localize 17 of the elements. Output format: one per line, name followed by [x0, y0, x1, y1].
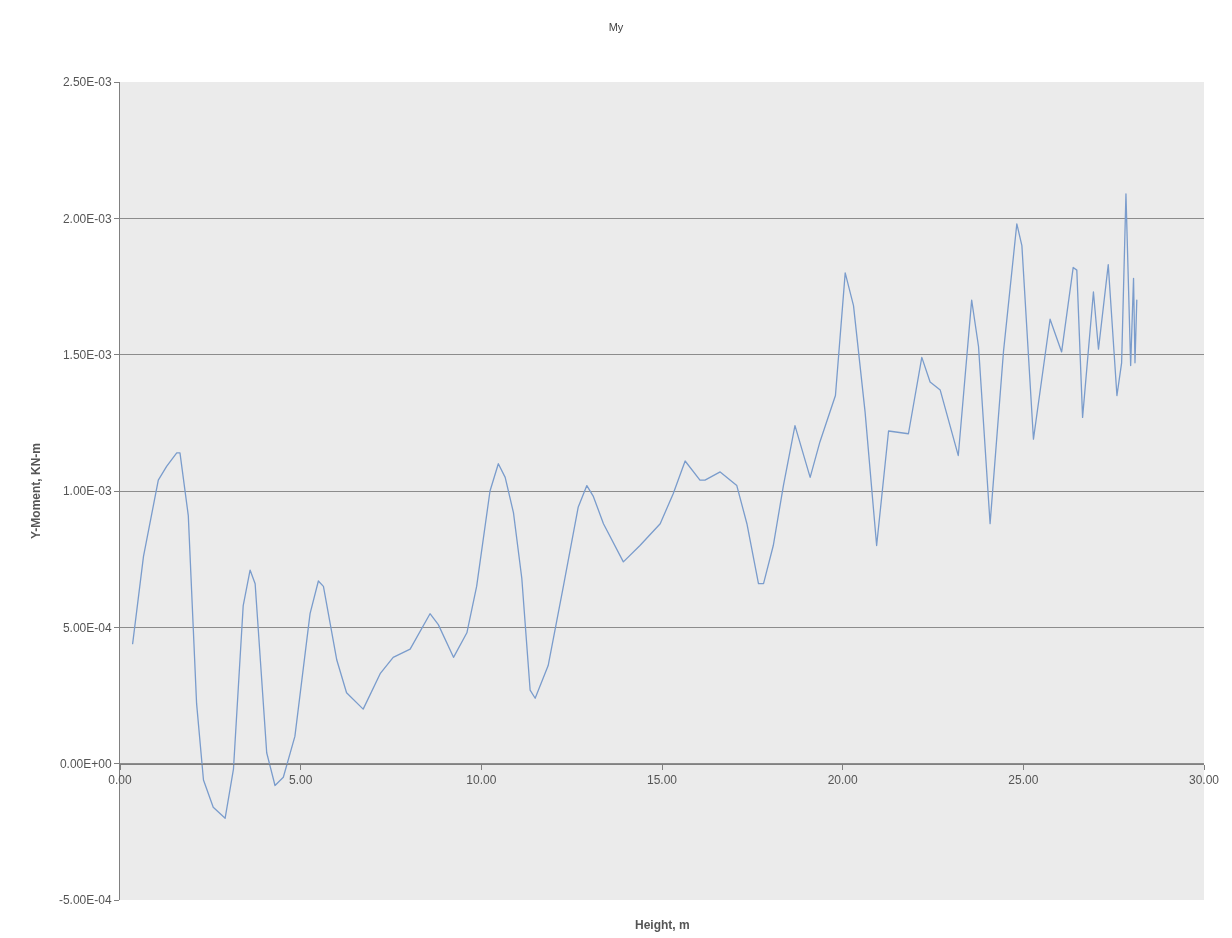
x-tick-label: 30.00 — [1188, 773, 1220, 788]
x-tick-label: 15.00 — [646, 773, 678, 788]
x-tick-label: 5.00 — [288, 773, 313, 788]
y-tick-label: 2.00E-03 — [62, 211, 112, 226]
line-series — [132, 193, 1138, 819]
x-tick-label: 20.00 — [827, 773, 859, 788]
chart-title: My — [608, 21, 624, 34]
y-tick-label: 2.50E-03 — [62, 75, 112, 90]
y-tick-label: 1.50E-03 — [62, 347, 112, 362]
x-tick-label: 10.00 — [466, 773, 497, 788]
y-tick-label: 1.00E-03 — [62, 484, 112, 499]
x-tick-label: 25.00 — [1008, 773, 1039, 788]
x-axis-title: Height, m — [635, 918, 690, 932]
y-axis-title: Y-Moment, KN-m — [29, 443, 44, 539]
y-tick-label: -5.00E-04 — [58, 893, 112, 908]
y-tick-label: 5.00E-04 — [62, 620, 112, 635]
y-tick-label: 0.00E+00 — [59, 756, 112, 771]
